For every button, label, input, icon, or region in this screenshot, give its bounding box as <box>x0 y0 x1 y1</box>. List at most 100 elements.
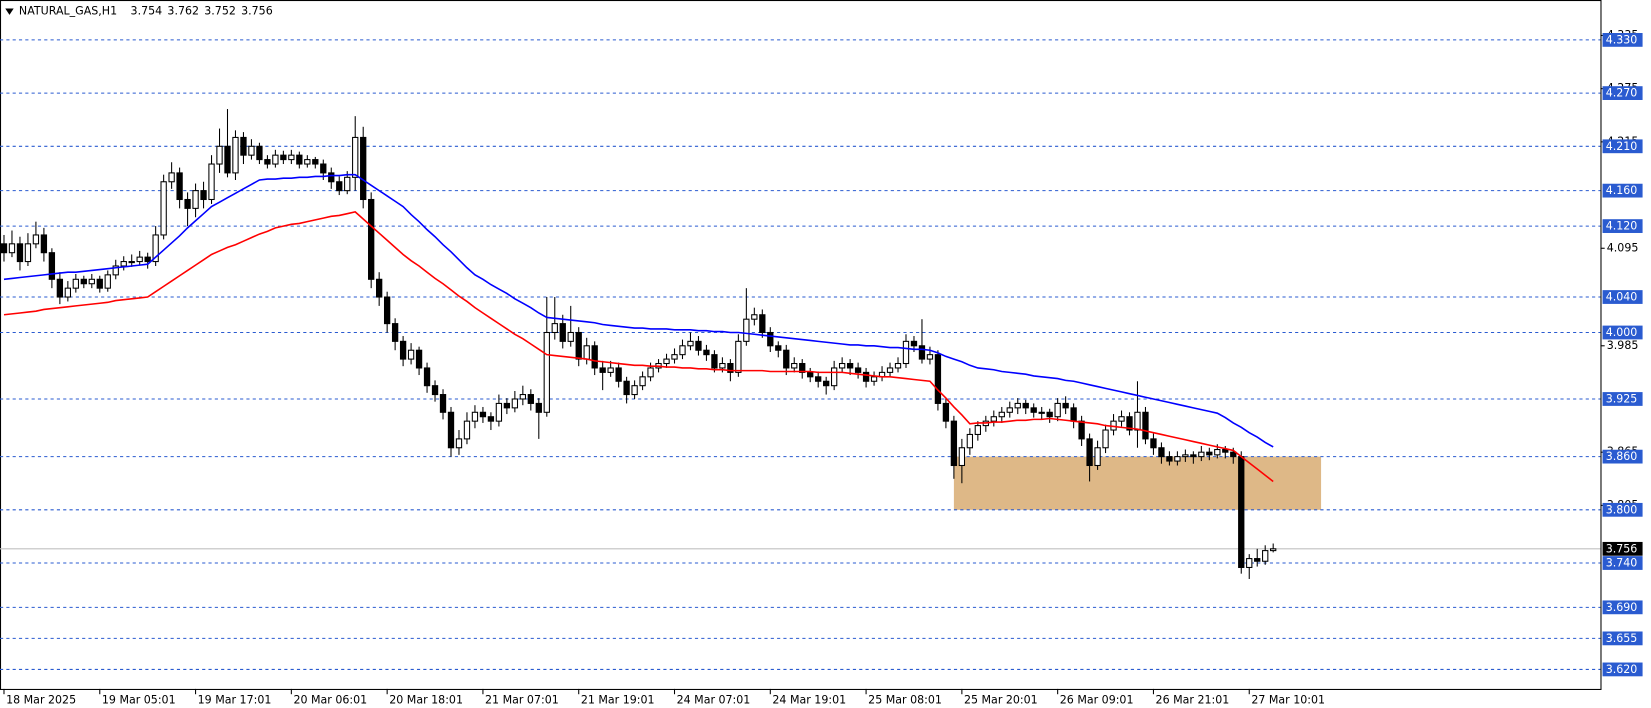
y-tick-label: 3.985 <box>1607 339 1639 352</box>
candle-body <box>1094 447 1101 467</box>
candle-body <box>1214 448 1221 456</box>
candle-body <box>216 145 223 165</box>
candle-body <box>447 411 455 449</box>
candle-body <box>1246 558 1253 568</box>
x-tick-label: 21 Mar 19:01 <box>581 694 655 707</box>
candle-body <box>495 402 503 422</box>
ohlc-high: 3.762 <box>167 5 199 18</box>
candle-body <box>886 367 894 373</box>
level-label: 3.925 <box>1606 392 1638 405</box>
candle-body <box>439 394 447 413</box>
candle-body <box>990 416 997 422</box>
candle-body <box>974 425 981 435</box>
candle-body <box>1270 548 1277 552</box>
candle-body <box>1134 411 1141 431</box>
level-label: 3.800 <box>1606 503 1638 516</box>
candle-body <box>503 402 511 409</box>
candle-body <box>663 358 670 365</box>
candle-body <box>192 190 199 209</box>
candle-body <box>1102 429 1109 449</box>
candle-body <box>80 278 87 285</box>
level-label-box <box>1602 449 1643 464</box>
candle-body <box>112 265 119 276</box>
candle-body <box>431 385 439 396</box>
candle-body <box>583 345 590 360</box>
candle-body <box>248 145 255 156</box>
candle-body <box>280 154 287 161</box>
ma-line <box>3 173 1274 448</box>
candle-body <box>551 323 558 334</box>
candle-body <box>823 380 830 387</box>
candle-body <box>48 252 56 280</box>
level-label-box <box>1602 392 1643 406</box>
candle-body <box>1046 411 1053 418</box>
x-tick-label: 27 Mar 10:01 <box>1251 694 1325 707</box>
candle-body <box>471 411 479 422</box>
candle-body <box>1158 447 1165 458</box>
candle-body <box>391 323 399 342</box>
candle-body <box>543 331 550 413</box>
candle-body <box>910 340 918 347</box>
x-tick-label: 20 Mar 06:01 <box>293 694 367 707</box>
candle-body <box>894 362 902 369</box>
y-tick-label: 4.095 <box>1607 241 1639 254</box>
candle-body <box>1062 402 1069 409</box>
candle-body <box>56 278 64 298</box>
candle-body <box>759 314 766 334</box>
ohlc-open: 3.754 <box>131 5 163 18</box>
candle-body <box>72 278 79 289</box>
candle-body <box>1230 451 1237 458</box>
candle-body <box>1166 456 1173 462</box>
candle-body <box>104 274 111 289</box>
candle-body <box>1006 407 1013 413</box>
ohlc-low: 3.752 <box>204 5 236 18</box>
candle-body <box>918 345 926 360</box>
candle-body <box>1198 451 1205 458</box>
candle-body <box>407 349 415 360</box>
price-label: 3.756 <box>1606 542 1638 555</box>
candle-body <box>1206 451 1213 456</box>
level-label: 3.740 <box>1606 557 1638 570</box>
chart-title: NATURAL_GAS,H1 <box>19 5 117 18</box>
candle-body <box>88 278 95 285</box>
level-label-box <box>1602 139 1643 154</box>
level-label-box <box>1602 33 1643 47</box>
candle-body <box>1190 454 1197 458</box>
candle-body <box>647 367 654 378</box>
candle-body <box>296 154 303 165</box>
candle-body <box>1054 402 1061 418</box>
candle-body <box>288 154 295 161</box>
candle-body <box>807 371 814 378</box>
candle-body <box>120 261 127 267</box>
level-label: 4.000 <box>1606 326 1638 339</box>
candle-body <box>1254 558 1261 562</box>
x-tick-label: 21 Mar 07:01 <box>485 694 559 707</box>
level-label-box <box>1602 631 1643 646</box>
ma-line <box>3 211 1274 483</box>
candle-body <box>336 181 343 192</box>
level-label-box <box>1602 325 1643 340</box>
candle-body <box>232 136 239 174</box>
candle-body <box>463 420 471 440</box>
level-label-box <box>1602 183 1643 198</box>
level-label: 4.120 <box>1606 220 1638 233</box>
candle-body <box>846 362 854 369</box>
candle-body <box>1022 402 1029 409</box>
candle-body <box>487 416 495 422</box>
candle-body <box>1222 448 1229 453</box>
candle-body <box>160 181 167 236</box>
candle-body <box>743 318 750 342</box>
menu-arrow[interactable] <box>5 8 14 15</box>
level-label: 4.270 <box>1606 87 1638 100</box>
candle-body <box>902 340 910 365</box>
candle-body <box>1150 438 1157 449</box>
candle-body <box>815 376 822 382</box>
candle-body <box>415 349 423 369</box>
candle-body <box>671 354 678 360</box>
candle-body <box>320 163 327 174</box>
candle-body <box>830 367 838 387</box>
candle-body <box>272 154 279 165</box>
candle-body <box>152 234 159 263</box>
